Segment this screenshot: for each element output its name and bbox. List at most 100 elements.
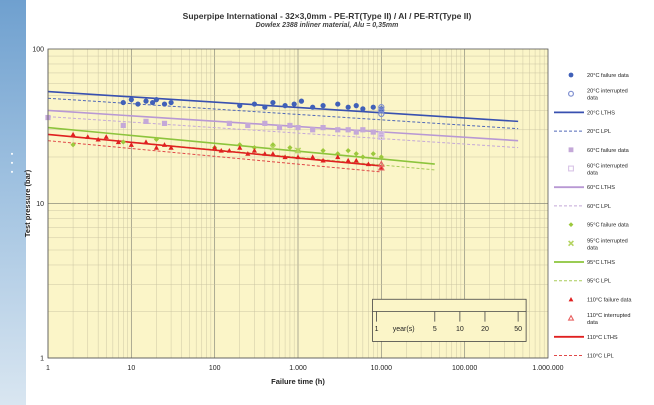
- data-point: [120, 139, 126, 145]
- data-point: [360, 127, 366, 133]
- data-point: [345, 127, 351, 133]
- series-line: [47, 140, 382, 173]
- data-point: [150, 99, 156, 106]
- data-point: [320, 157, 326, 163]
- data-point: [320, 103, 326, 109]
- x-tick-label: 1.000.000: [532, 365, 563, 372]
- data-point: [245, 122, 251, 129]
- data-point: [345, 157, 351, 163]
- data-point: [282, 103, 288, 109]
- data-point: [262, 104, 268, 110]
- data-point: [335, 151, 341, 157]
- legend-label: 95°C LTHS: [587, 260, 615, 266]
- data-point: [335, 154, 341, 160]
- series-layer: [45, 90, 519, 173]
- legend-label: 60°C LPL: [587, 204, 611, 210]
- data-point: [120, 99, 126, 106]
- background-photo-strip: ▪ ▪ ▪: [0, 0, 26, 405]
- data-point: [237, 142, 243, 148]
- data-point: [161, 142, 168, 147]
- legend-label: data: [587, 245, 599, 251]
- data-point: [153, 136, 160, 142]
- data-point: [269, 144, 277, 151]
- years-scale-label: 50: [514, 326, 522, 333]
- data-point: [245, 151, 251, 156]
- legend-marker: [568, 165, 574, 172]
- data-point: [168, 145, 174, 150]
- data-point: [360, 106, 366, 112]
- legend-label: 110°C failure data: [587, 297, 632, 303]
- data-point: [335, 127, 341, 133]
- years-scale-label: 1: [375, 326, 379, 333]
- legend-label: 20°C LTHS: [587, 110, 615, 116]
- years-scale-label: 10: [456, 326, 464, 333]
- data-point: [115, 139, 122, 145]
- data-point: [251, 147, 258, 153]
- x-tick-label: 10: [127, 365, 135, 372]
- data-point: [85, 134, 91, 139]
- data-point: [251, 145, 258, 151]
- y-tick-label: 10: [36, 201, 44, 208]
- data-point: [153, 97, 160, 103]
- grid: [47, 49, 548, 359]
- data-point: [378, 154, 384, 160]
- data-point: [161, 120, 168, 126]
- data-point: [287, 122, 293, 129]
- data-point: [295, 124, 301, 131]
- data-point: [353, 129, 359, 135]
- y-axis-label: Test pressure (bar): [23, 169, 32, 237]
- data-point: [262, 120, 268, 126]
- data-point: [262, 151, 268, 156]
- x-axis-label: Failure time (h): [271, 377, 325, 386]
- data-point: [310, 154, 316, 160]
- data-point: [353, 157, 359, 163]
- data-point: [370, 129, 376, 135]
- series-line: [47, 126, 435, 165]
- data-point: [153, 145, 160, 150]
- data-point: [120, 122, 126, 129]
- data-point: [295, 154, 301, 160]
- axes: 1 10 100 1.000 10.000 100.000 1.000.000 1 10 100 F…: [23, 47, 564, 387]
- data-point: [345, 147, 351, 154]
- series-line: [47, 109, 519, 142]
- years-scale-label: 20: [481, 326, 489, 333]
- data-point: [212, 145, 218, 150]
- data-point: [378, 133, 385, 141]
- x-tick-label: 100.000: [452, 365, 477, 372]
- legend-label: 20°C interrupted: [587, 89, 628, 95]
- data-point: [143, 139, 149, 145]
- data-point: [353, 151, 359, 157]
- data-point: [218, 147, 224, 153]
- y-tick-label: 100: [32, 47, 44, 54]
- years-scale-label: 5: [433, 326, 437, 333]
- series-line: [47, 116, 519, 149]
- data-point: [291, 101, 297, 107]
- data-point: [353, 103, 359, 109]
- data-point: [70, 142, 76, 148]
- legend-label: 95°C LPL: [587, 279, 611, 285]
- data-point: [282, 154, 288, 160]
- legend-marker: [568, 240, 574, 247]
- data-point: [320, 124, 326, 131]
- chart-title: Superpipe International - 32×3,0mm - PE-…: [182, 11, 472, 21]
- background-decoration: ▪ ▪ ▪: [10, 151, 14, 176]
- data-point: [143, 118, 149, 124]
- data-point: [70, 131, 76, 137]
- x-tick-label: 10.000: [371, 365, 393, 372]
- legend-label: 110°C LPL: [587, 354, 614, 360]
- data-point: [377, 164, 385, 171]
- data-point: [378, 110, 385, 118]
- data-point: [270, 99, 276, 106]
- data-point: [103, 134, 109, 139]
- data-point: [360, 154, 366, 160]
- legend-label: 60°C failure data: [587, 148, 630, 154]
- data-point: [226, 147, 232, 153]
- legend-label: 60°C interrupted: [587, 164, 628, 170]
- data-point: [320, 147, 326, 154]
- data-point: [378, 107, 385, 114]
- series-line: [47, 97, 519, 130]
- data-point: [168, 99, 174, 106]
- data-point: [251, 101, 258, 107]
